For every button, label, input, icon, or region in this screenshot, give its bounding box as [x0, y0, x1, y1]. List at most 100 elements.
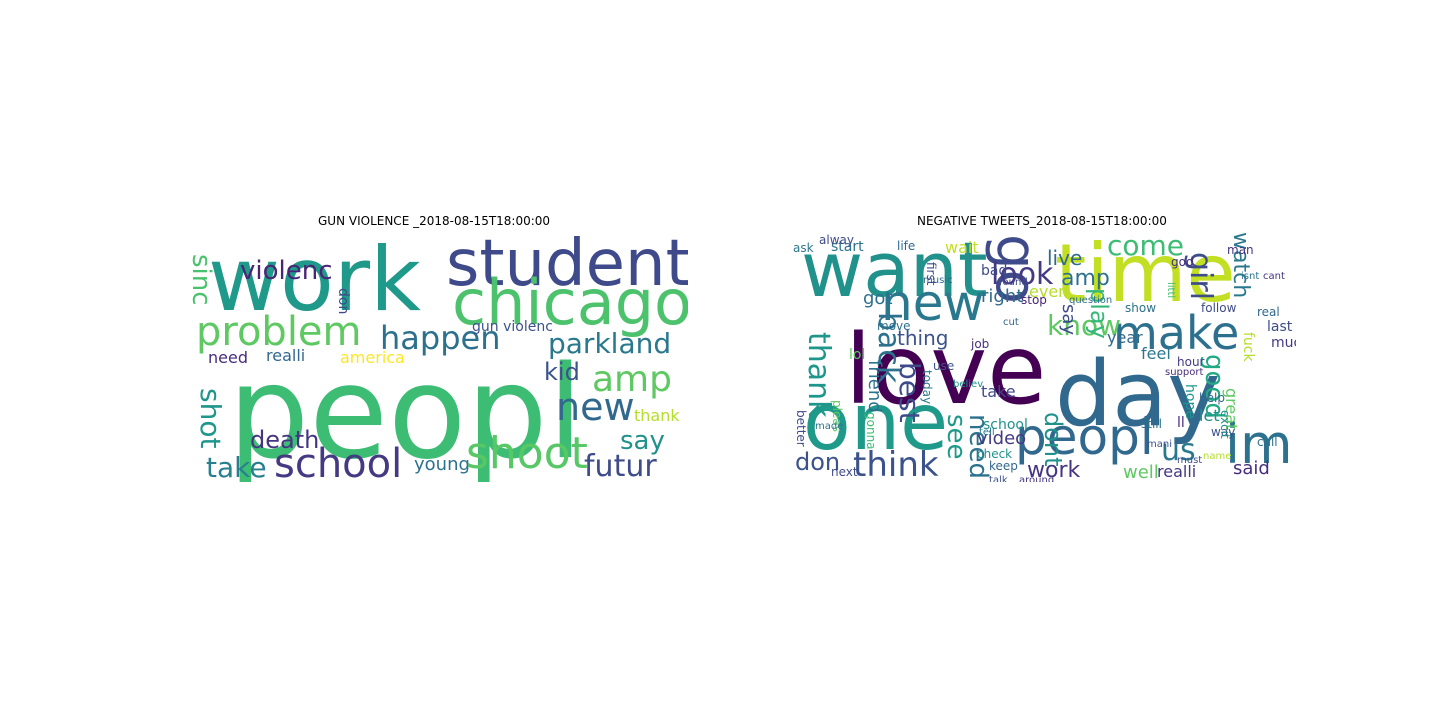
negative-tweets-word-say: say	[1058, 304, 1079, 336]
negative-tweets-word-peopl: peopl	[1015, 408, 1154, 466]
negative-tweets-word-isnt: isnt	[1241, 271, 1260, 282]
negative-tweets-word-littl: littl	[1165, 282, 1176, 299]
negative-tweets-word-realli: realli	[1157, 462, 1197, 481]
negative-tweets-word-must: must	[1177, 455, 1203, 466]
gun-violence-word-gun-violenc: gun violenc	[472, 319, 553, 335]
negative-tweets-word-day: day	[1055, 342, 1221, 447]
gun-violence-word-problem: problem	[196, 309, 362, 355]
negative-tweets-word-follow: follow	[1201, 301, 1237, 315]
negative-tweets-word-thank: thank	[801, 332, 836, 418]
negative-tweets-word-hour: hour	[1177, 355, 1205, 369]
gun-violence-word-death: death	[250, 426, 320, 454]
gun-violence-word-violenc: violenc	[240, 256, 333, 286]
negative-tweets-word-made: made	[815, 421, 844, 432]
negative-tweets-word-work: work	[1027, 458, 1081, 482]
negative-tweets-word-dont: dont	[1039, 412, 1067, 467]
negative-tweets-word-lol: lol	[849, 347, 866, 363]
negative-tweets-word-friend: friend	[864, 360, 885, 413]
negative-tweets-word-cloud: love day want time one peopl im new go make know th…	[793, 232, 1296, 482]
negative-tweets-word-us: us	[1161, 433, 1196, 468]
negative-tweets-word-right: right	[981, 286, 1024, 307]
negative-tweets-word-cant: cant	[1263, 271, 1285, 282]
gun-violence-word-take: take	[206, 451, 267, 482]
gun-violence-word-work: work	[208, 232, 421, 331]
negative-tweets-word-mani: mani	[1147, 439, 1172, 450]
negative-tweets-word-time: time	[1055, 232, 1236, 320]
negative-tweets-word-hope: hope	[1182, 384, 1198, 419]
negative-tweets-word-real: real	[1257, 305, 1280, 319]
negative-tweets-word-know: know	[1047, 309, 1121, 342]
negative-tweets-word-wait: wait	[945, 238, 979, 257]
negative-tweets-word-year: year	[1107, 328, 1143, 347]
negative-tweets-word-take: take	[981, 382, 1016, 401]
negative-tweets-word-watch: watch	[1228, 232, 1253, 299]
gun-violence-word-need: need	[208, 348, 248, 367]
gun-violence-word-new: new	[556, 385, 635, 429]
negative-tweets-word-look: look	[991, 257, 1054, 292]
gun-violence-word-realli: realli	[266, 346, 306, 365]
gun-violence-word-america: america	[340, 348, 405, 367]
negative-tweets-word-believ: believ	[953, 379, 984, 390]
gun-violence-word-shot: shot	[194, 388, 227, 449]
negative-tweets-word-alway: alway	[819, 233, 854, 247]
negative-tweets-word-talk: talk	[989, 475, 1008, 483]
negative-tweets-word-found: found	[999, 277, 1028, 288]
negative-tweets-word-don: don	[795, 448, 841, 476]
gun-violence-word-cloud: peopl work student chicago problem happen scho…	[188, 232, 688, 482]
left-panel-title: GUN VIOLENCE _2018-08-15T18:00:00	[318, 214, 551, 228]
negative-tweets-word-one: one	[803, 378, 949, 468]
negative-tweets-word-let: let	[1199, 406, 1220, 425]
gun-violence-word-futur: futur	[584, 449, 657, 482]
negative-tweets-word-thing: thing	[897, 326, 949, 350]
negative-tweets-word-first: first	[924, 262, 938, 286]
gun-violence-word-school: school	[274, 441, 403, 482]
gun-violence-word-kid: kid	[544, 358, 580, 386]
negative-tweets-word-even: even	[1029, 282, 1069, 301]
negative-tweets-word-want: want	[801, 232, 988, 314]
gun-violence-word-chicago: chicago	[452, 266, 688, 339]
gun-violence-word-say: say	[620, 426, 665, 456]
negative-tweets-word-said: said	[1233, 458, 1270, 479]
gun-violence-word-shoot: shoot	[466, 428, 588, 479]
negative-tweets-word-cut: cut	[1003, 317, 1019, 328]
negative-tweets-word-got: got	[863, 288, 893, 309]
negative-tweets-word-check: check	[977, 447, 1013, 461]
negative-tweets-word-think: think	[853, 445, 939, 482]
negative-tweets-word-well: well	[1123, 462, 1159, 482]
gun-violence-word-thank: thank	[634, 406, 680, 425]
negative-tweets-word-job: job	[971, 337, 990, 351]
negative-tweets-word-tell: tell	[979, 427, 995, 438]
negative-tweets-word-im: im	[1225, 413, 1293, 476]
negative-tweets-word-come: come	[1107, 232, 1185, 262]
negative-tweets-word-amp: amp	[1061, 266, 1110, 291]
gun-violence-word-peopl: peopl	[228, 339, 584, 482]
negative-tweets-word-ask: ask	[793, 241, 814, 255]
negative-tweets-word-call: call	[1257, 435, 1278, 449]
negative-tweets-word-life: life	[897, 239, 916, 253]
negative-tweets-word-love: love	[845, 314, 1047, 426]
negative-tweets-word-move: move	[877, 319, 911, 333]
negative-tweets-word-music: music	[923, 275, 953, 286]
negative-tweets-word-make: make	[1113, 306, 1240, 360]
negative-tweets-word-better: better	[794, 410, 808, 447]
negative-tweets-word-best: best	[893, 362, 926, 423]
negative-tweets-word-man: man	[1227, 243, 1254, 257]
gun-violence-word-amp: amp	[592, 359, 672, 400]
negative-tweets-word-ll: ll	[1177, 415, 1185, 431]
negative-tweets-word-school: school	[983, 417, 1028, 433]
negative-tweets-word-support: support	[1165, 367, 1204, 378]
negative-tweets-word-last: last	[1267, 319, 1293, 335]
negative-tweets-word-next: next	[831, 465, 858, 479]
gun-violence-word-young: young	[414, 454, 470, 475]
gun-violence-word-sinc: sinc	[188, 254, 216, 306]
negative-tweets-word-still: still	[1141, 417, 1162, 431]
negative-tweets-word-gonna: gonna	[864, 412, 878, 450]
negative-tweets-word-god: god	[1171, 255, 1194, 269]
gun-violence-word-student: student	[446, 232, 688, 301]
negative-tweets-word-new: new	[881, 274, 985, 332]
negative-tweets-word-question: question	[1069, 295, 1113, 306]
right-panel-title: NEGATIVE TWEETS_2018-08-15T18:00:00	[917, 214, 1167, 228]
negative-tweets-word-way: way	[1211, 425, 1236, 439]
gun-violence-word-don: don	[335, 288, 351, 315]
negative-tweets-word-feel: feel	[1141, 344, 1171, 363]
